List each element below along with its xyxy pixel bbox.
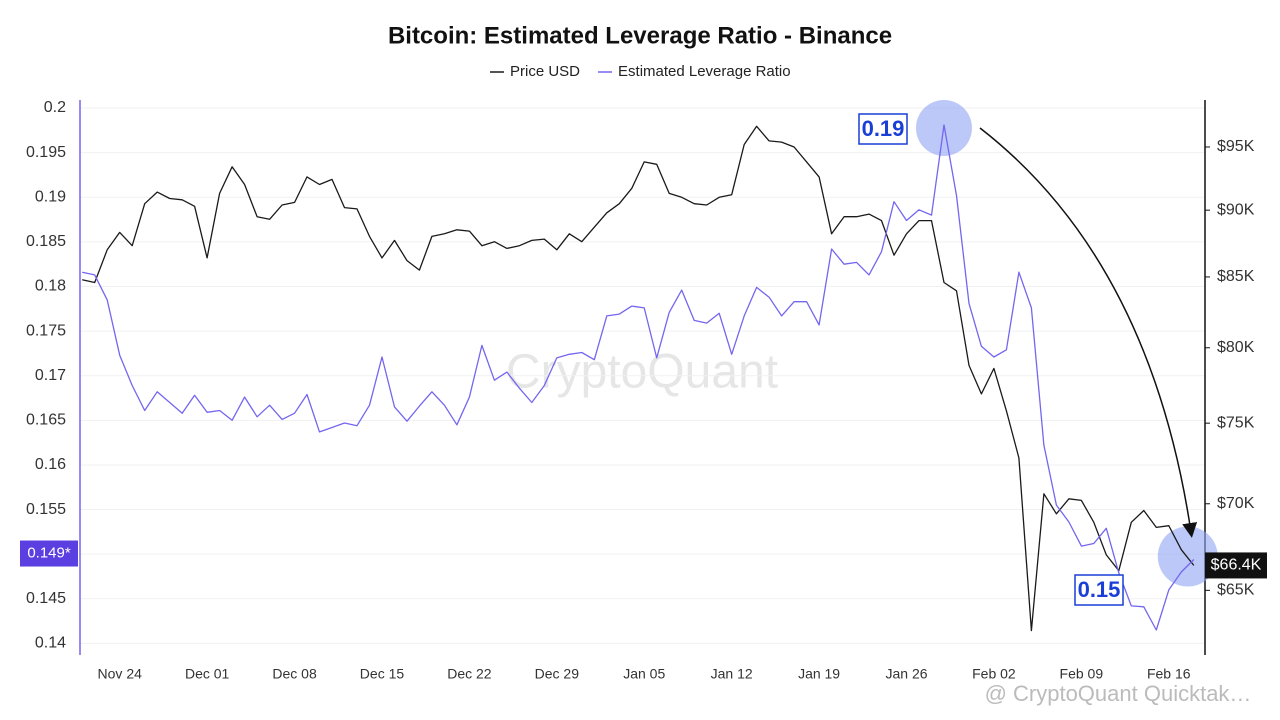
x-tick-label: Dec 08	[272, 666, 317, 682]
annotation-box	[858, 113, 908, 145]
legend-label: Price USD	[510, 63, 580, 80]
y-tick-label: 0.2	[44, 99, 66, 116]
watermark: CryptoQuant	[506, 346, 778, 399]
last-value-box	[20, 540, 78, 567]
x-tick-label: Dec 15	[360, 666, 405, 682]
y-tick-label: 0.195	[26, 144, 66, 161]
y2-tick-label: $75K	[1217, 414, 1255, 431]
chart-title: Bitcoin: Estimated Leverage Ratio - Bina…	[388, 22, 892, 49]
y2-tick-label: $70K	[1217, 495, 1255, 512]
y-tick-label: 0.18	[35, 278, 66, 295]
x-tick-label: Jan 26	[885, 666, 927, 682]
y-tick-label: 0.165	[26, 412, 66, 429]
x-tick-label: Dec 01	[185, 666, 230, 682]
arrow	[979, 127, 1198, 538]
y-tick-label: 0.155	[26, 501, 66, 518]
series-line	[82, 125, 1195, 632]
last-value-label: 0.149*	[27, 544, 71, 561]
highlight-circle	[1157, 526, 1218, 587]
annotation: 0.19	[862, 116, 905, 141]
annotation-box	[1074, 574, 1124, 606]
legend: Price USD Estimated Leverage Ratio	[490, 63, 791, 80]
y-tick-label: 0.19	[35, 188, 66, 205]
x-tick-label: Jan 05	[623, 666, 665, 682]
y2-tick-label: $90K	[1217, 201, 1255, 218]
y2-tick-label: $85K	[1217, 268, 1255, 285]
y-tick-label: 0.16	[35, 456, 66, 473]
last-value-label: $66.4K	[1211, 557, 1262, 574]
footer: @ CryptoQuant Quicktak…	[985, 681, 1252, 706]
x-tick-label: Feb 09	[1060, 666, 1104, 682]
x-tick-label: Feb 02	[972, 666, 1016, 682]
x-tick-label: Jan 12	[711, 666, 753, 682]
y-tick-label: 0.145	[26, 590, 66, 607]
x-tick-label: Dec 22	[447, 666, 492, 682]
x-tick-label: Feb 16	[1147, 666, 1191, 682]
x-tick-label: Dec 29	[535, 666, 580, 682]
legend-label: Estimated Leverage Ratio	[618, 63, 791, 80]
x-tick-label: Nov 24	[98, 666, 143, 682]
y2-tick-label: $95K	[1217, 138, 1255, 155]
last-value-box	[1205, 552, 1267, 579]
series-line	[82, 124, 1195, 631]
y2-tick-label: $80K	[1217, 339, 1255, 356]
y-tick-label: 0.185	[26, 233, 66, 250]
annotation: 0.15	[1078, 577, 1121, 602]
y-tick-label: 0.17	[35, 367, 66, 384]
y-tick-label: 0.175	[26, 322, 66, 339]
y2-tick-label: $65K	[1217, 582, 1255, 599]
x-tick-label: Jan 19	[798, 666, 840, 682]
y-tick-label: 0.14	[35, 635, 66, 652]
